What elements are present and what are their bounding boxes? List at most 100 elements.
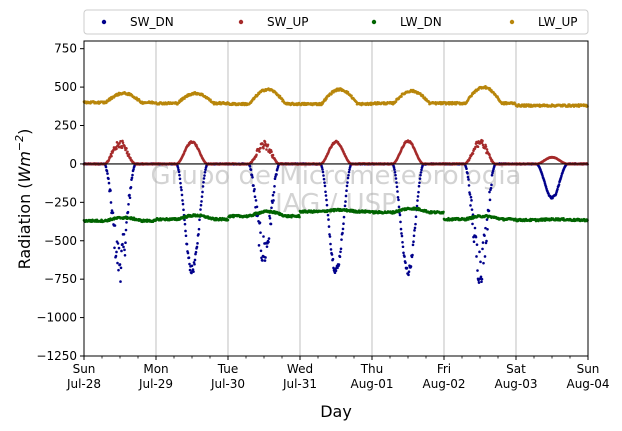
- point: [466, 172, 469, 175]
- point: [193, 258, 197, 262]
- point: [202, 177, 206, 180]
- point: [490, 183, 493, 187]
- point: [111, 211, 115, 215]
- point: [411, 243, 415, 247]
- legend-marker-lw-up: [509, 19, 515, 25]
- point: [264, 256, 267, 259]
- point: [486, 228, 489, 231]
- point: [413, 229, 416, 232]
- point: [339, 250, 342, 254]
- point: [414, 215, 418, 219]
- point: [128, 196, 132, 200]
- point: [418, 181, 421, 185]
- point: [321, 170, 325, 174]
- point: [489, 186, 493, 190]
- point: [180, 188, 183, 192]
- y-tick-label: −250: [44, 195, 77, 209]
- y-tick-label: −500: [44, 234, 77, 248]
- legend-label-sw-up: SW_UP: [267, 15, 309, 29]
- point: [119, 139, 122, 143]
- point: [396, 190, 399, 193]
- point: [394, 173, 397, 177]
- point: [119, 280, 122, 283]
- point: [109, 189, 112, 192]
- point: [261, 259, 264, 262]
- x-tick-label-date: Aug-02: [422, 377, 465, 391]
- point: [329, 242, 332, 246]
- point: [261, 142, 264, 145]
- legend-marker-lw-dn: [371, 19, 377, 25]
- point: [249, 168, 253, 172]
- point: [327, 225, 331, 228]
- x-tick-label-date: Jul-28: [66, 377, 101, 391]
- x-tick-label-date: Jul-29: [138, 377, 173, 391]
- point: [392, 166, 396, 169]
- point: [557, 183, 561, 186]
- legend-marker-sw-up: [238, 19, 244, 25]
- y-tick-label: 500: [54, 80, 77, 94]
- point: [476, 145, 480, 148]
- point: [330, 253, 334, 256]
- point: [469, 195, 473, 199]
- point: [481, 139, 484, 143]
- point: [131, 173, 134, 177]
- point: [346, 181, 349, 184]
- point: [322, 174, 325, 177]
- point: [123, 248, 126, 252]
- point: [265, 148, 268, 151]
- point: [332, 266, 335, 270]
- point: [255, 205, 259, 209]
- point: [126, 150, 129, 154]
- point: [255, 153, 258, 157]
- point: [415, 204, 419, 208]
- point: [346, 176, 350, 180]
- point: [114, 254, 118, 258]
- point: [419, 171, 423, 174]
- point: [468, 193, 472, 196]
- point: [481, 247, 484, 251]
- x-tick-label-weekday: Sun: [73, 362, 96, 376]
- point: [202, 181, 205, 184]
- x-axis-ticks: SunJul-28MonJul-29TueJul-30WedJul-31ThuA…: [66, 356, 610, 391]
- point: [320, 166, 324, 169]
- point: [258, 221, 262, 224]
- point: [267, 237, 271, 240]
- point: [347, 173, 350, 177]
- point: [265, 245, 269, 248]
- point: [488, 153, 491, 157]
- point: [263, 259, 267, 262]
- point: [394, 177, 398, 180]
- watermark: Grupo de Micrometeorologia IAG / USP: [151, 161, 522, 219]
- y-axis-title-close: ): [15, 129, 34, 135]
- point: [271, 193, 275, 197]
- point: [468, 156, 472, 160]
- point: [396, 196, 400, 199]
- point: [419, 173, 422, 177]
- point: [345, 189, 348, 193]
- point: [401, 240, 404, 244]
- point: [197, 227, 201, 231]
- series-lw-dn: [82, 206, 589, 224]
- point: [322, 177, 326, 181]
- point: [183, 222, 187, 226]
- point: [132, 168, 135, 171]
- point: [416, 199, 419, 202]
- point: [393, 168, 396, 171]
- point: [203, 170, 207, 174]
- point: [324, 190, 327, 194]
- point: [416, 195, 420, 198]
- y-tick-label: −1250: [36, 349, 77, 363]
- point: [488, 198, 492, 202]
- point: [400, 95, 403, 98]
- y-axis-ticks: 750 500 250 0 −250 −500 −750 −1000 −1250: [36, 42, 84, 363]
- point: [262, 235, 265, 238]
- x-tick-label-weekday: Sun: [577, 362, 600, 376]
- point: [177, 170, 181, 174]
- point: [328, 233, 331, 236]
- point: [203, 174, 206, 177]
- x-tick-label-date: Jul-31: [282, 377, 317, 391]
- point: [488, 190, 491, 194]
- point: [470, 208, 474, 211]
- point: [181, 199, 184, 202]
- point: [269, 222, 273, 226]
